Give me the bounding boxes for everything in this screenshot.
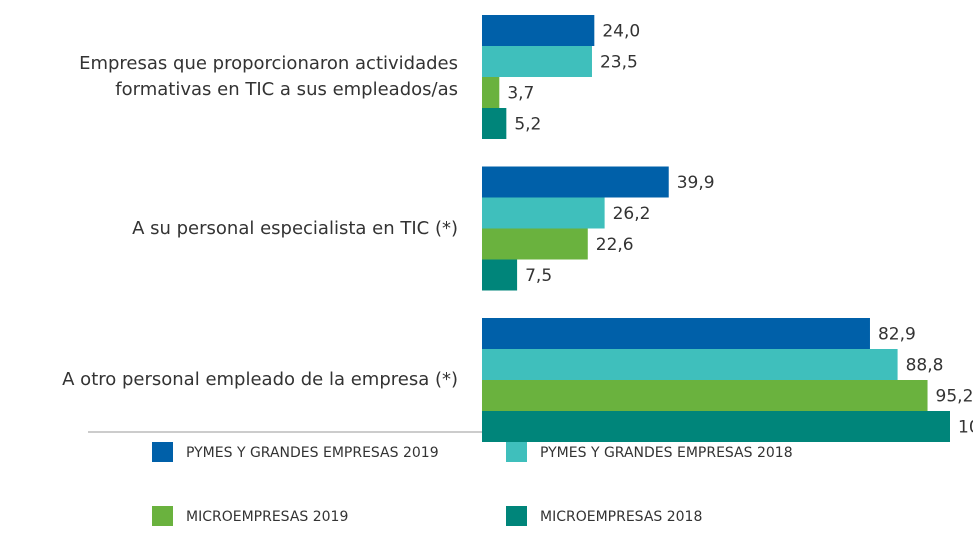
value-label: 7,5 [525,266,552,286]
value-label: 88,8 [906,356,944,376]
value-label: 95,2 [936,387,973,407]
bar [482,108,507,139]
value-label: 24,0 [602,22,640,42]
legend-label: MICROEMPRESAS 2018 [540,509,702,525]
bar [482,318,870,349]
value-label: 22,6 [596,235,634,255]
bar [482,46,592,77]
bar [482,411,950,442]
bar [482,15,595,46]
value-label: 100 [958,418,973,438]
legend-swatch [506,442,527,462]
value-label: 82,9 [878,325,916,345]
value-label: 26,2 [613,204,651,224]
bar [482,166,669,198]
legend-swatch [506,506,527,526]
bar [482,259,518,291]
legend-swatch [152,506,173,526]
value-label: 39,9 [677,173,715,193]
bar [482,228,588,260]
category-label: A su personal especialista en TIC (*) [132,217,458,239]
category-label: A otro personal empleado de la empresa (… [62,369,458,390]
category-label: Empresas que proporcionaron actividades … [79,53,458,100]
bar [482,77,500,108]
bar [482,197,605,229]
legend-swatch [152,442,173,462]
value-label: 3,7 [507,84,534,104]
legend-label: PYMES Y GRANDES EMPRESAS 2018 [540,445,793,461]
legend-label: MICROEMPRESAS 2019 [186,509,348,525]
legend-label: PYMES Y GRANDES EMPRESAS 2019 [186,445,439,461]
bar [482,349,898,380]
value-label: 23,5 [600,53,638,73]
bar [482,380,928,411]
value-label: 5,2 [514,115,541,135]
